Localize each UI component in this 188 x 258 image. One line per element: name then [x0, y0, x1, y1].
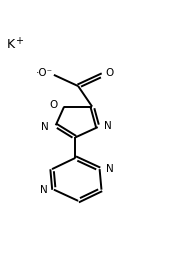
Text: O: O: [49, 100, 58, 110]
Text: +: +: [15, 36, 23, 46]
Text: N: N: [104, 121, 112, 131]
Text: N: N: [40, 185, 48, 195]
Text: O: O: [106, 68, 114, 78]
Text: N: N: [41, 122, 49, 132]
Text: N: N: [106, 164, 114, 174]
Text: ·O⁻: ·O⁻: [36, 68, 53, 78]
Text: K: K: [7, 38, 15, 51]
